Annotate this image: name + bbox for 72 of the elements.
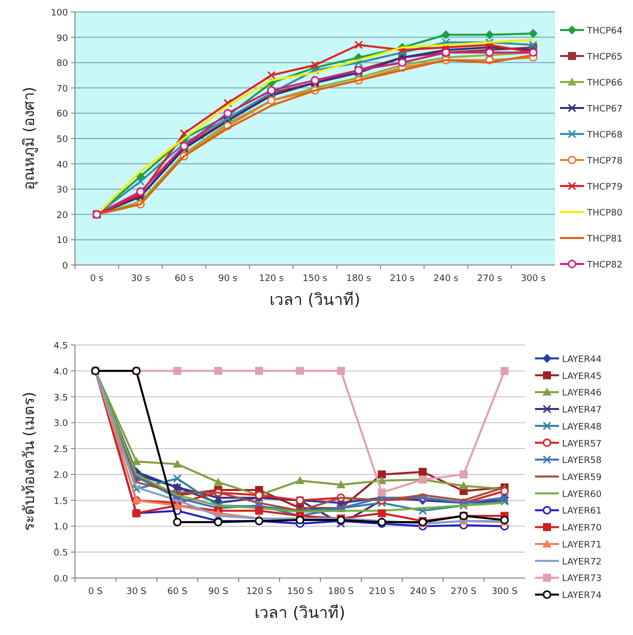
y-tick-label: 70	[56, 84, 68, 94]
legend-label: THCP80	[586, 208, 623, 218]
x-axis-title: เวลา (วินาที)	[254, 603, 346, 622]
x-tick-label: 180 s	[346, 274, 372, 284]
x-tick-label: 0 S	[88, 587, 103, 597]
x-tick-label: 150 S	[287, 587, 314, 597]
y-tick-label: 20	[56, 210, 68, 221]
y-tick-label: 1.0	[54, 522, 68, 533]
x-tick-label: 30 s	[130, 274, 150, 284]
x-tick-label: 90 S	[208, 587, 228, 597]
y-tick-label: 2.0	[54, 470, 68, 481]
x-tick-label: 210 s	[390, 274, 415, 284]
legend-label: THCP79	[586, 182, 623, 192]
legend-label: LAYER61	[562, 506, 602, 517]
y-tick-label: 4.0	[54, 367, 68, 378]
legend-label: LAYER70	[562, 524, 602, 534]
legend-label: LAYER48	[562, 422, 602, 432]
legend-label: LAYER46	[562, 388, 602, 399]
legend-label: LAYER60	[562, 490, 602, 500]
legend-label: THCP64	[586, 26, 623, 36]
legend-label: THCP68	[586, 130, 623, 140]
x-tick-label: 60 S	[167, 587, 188, 597]
y-tick-label: 2.5	[54, 445, 68, 456]
x-tick-label: 300 S	[492, 587, 518, 597]
legend-label: THCP78	[586, 156, 623, 166]
y-tick-label: 1.5	[54, 496, 68, 507]
y-tick-label: 80	[56, 59, 68, 70]
legend-label: LAYER59	[562, 473, 602, 483]
x-axis-title: เวลา (วินาที)	[270, 290, 360, 309]
legend-label: THCP81	[586, 234, 622, 244]
y-tick-label: 100	[50, 8, 68, 18]
legend-label: LAYER57	[562, 439, 602, 450]
x-tick-label: 90 s	[218, 274, 238, 284]
y-tick-label: 0.5	[54, 548, 68, 559]
y-axis-title: อุณหภูมิ (องศา)	[20, 86, 39, 190]
y-tick-label: 60	[56, 110, 68, 120]
legend-label: THCP66	[586, 78, 623, 88]
legend-label: LAYER58	[562, 456, 602, 466]
y-tick-label: 30	[56, 186, 68, 196]
y-tick-label: 3.0	[54, 419, 68, 430]
x-tick-label: 210 S	[368, 587, 395, 597]
y-tick-label: 3.5	[54, 393, 68, 404]
x-tick-label: 120 S	[246, 587, 272, 597]
y-axis-title: ระดับท้องควัน (เมตร)	[20, 392, 38, 532]
y-tick-label: 90	[56, 34, 68, 44]
x-tick-label: 240 S	[410, 587, 436, 597]
x-tick-label: 30 S	[126, 587, 147, 597]
legend-label: THCP82	[586, 260, 622, 270]
y-tick-label: 0	[62, 262, 68, 272]
legend-label: LAYER44	[562, 354, 602, 365]
legend-label: LAYER74	[562, 591, 602, 602]
legend-label: THCP67	[586, 104, 622, 114]
x-tick-label: 180 S	[328, 587, 354, 597]
x-tick-label: 60 s	[174, 274, 194, 284]
x-tick-label: 270 S	[450, 587, 477, 597]
x-tick-label: 300 s	[520, 274, 546, 284]
legend-label: LAYER71	[562, 540, 602, 550]
legend-label: LAYER45	[562, 372, 602, 382]
y-tick-label: 4.5	[54, 342, 68, 352]
legend-label: LAYER72	[562, 557, 602, 568]
x-tick-label: 150 s	[302, 274, 328, 284]
y-tick-label: 10	[56, 236, 68, 246]
x-tick-label: 0 s	[90, 274, 104, 284]
y-tick-label: 50	[56, 135, 68, 145]
legend-label: LAYER47	[562, 406, 602, 416]
legend-label: THCP65	[586, 52, 622, 62]
x-tick-label: 120 s	[258, 274, 284, 284]
y-tick-label: 0.0	[54, 574, 68, 584]
legend-label: LAYER73	[562, 574, 602, 584]
x-tick-label: 270 s	[477, 274, 502, 284]
x-tick-label: 240 s	[434, 274, 459, 284]
y-tick-label: 40	[56, 160, 68, 170]
